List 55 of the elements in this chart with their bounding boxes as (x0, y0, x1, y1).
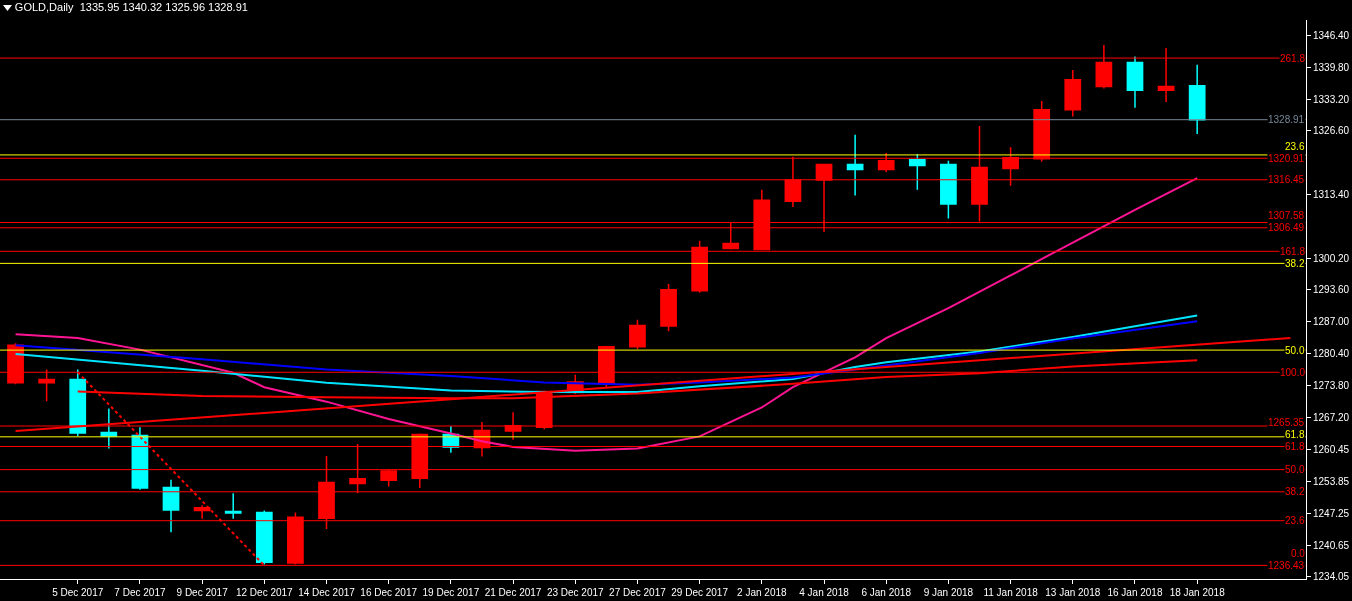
x-tick-label: 7 Dec 2017 (114, 587, 166, 598)
x-tick-label: 12 Dec 2017 (235, 587, 294, 598)
x-tick-label: 29 Dec 2017 (671, 587, 729, 598)
annotation: 50.0 (1285, 464, 1305, 475)
annotation: 100.0 (1280, 367, 1306, 378)
annotation: 261.8 (1280, 53, 1306, 64)
y-tick-label: 1287.00 (1313, 316, 1350, 328)
chart-title: GOLD,Daily 1335.95 1340.32 1325.96 1328.91 (14, 0, 248, 13)
ref-line-label: 1316.45 (1268, 174, 1305, 185)
x-tick-label: 2 Jan 2018 (737, 587, 788, 598)
y-tick-label: 1346.40 (1313, 29, 1350, 41)
y-tick-label: 1260.45 (1313, 444, 1350, 456)
x-tick-label: 23 Dec 2017 (546, 587, 605, 598)
x-tick-label: 21 Dec 2017 (484, 587, 542, 598)
annotation: 23.6 (1285, 141, 1305, 152)
x-tick-label: 14 Dec 2017 (298, 587, 356, 598)
y-tick-label: 1253.85 (1313, 475, 1350, 487)
x-tick-label: 13 Jan 2018 (1045, 587, 1101, 598)
x-tick-label: 4 Jan 2018 (799, 587, 850, 598)
annotation: 23.6 (1285, 515, 1305, 526)
x-tick-label: 9 Dec 2017 (176, 587, 229, 598)
x-tick-label: 16 Dec 2017 (360, 587, 418, 598)
annotation: 0.0 (1291, 548, 1306, 559)
y-tick-label: 1300.20 (1313, 252, 1350, 264)
x-tick-label: 19 Dec 2017 (422, 587, 480, 598)
ref-line-label: 1265.35 (1268, 417, 1305, 428)
y-tick-label: 1313.40 (1313, 188, 1350, 200)
y-tick-label: 1273.80 (1313, 379, 1350, 391)
annotation: 50.0 (1285, 345, 1305, 356)
y-tick-label: 1234.05 (1313, 571, 1350, 583)
y-tick-label: 1267.20 (1313, 411, 1350, 423)
y-tick-label: 1339.80 (1313, 61, 1350, 73)
y-tick-label: 1326.60 (1313, 125, 1350, 137)
annotation: 38.2 (1285, 486, 1305, 497)
x-tick-label: 9 Jan 2018 (923, 587, 974, 598)
x-tick-label: 5 Dec 2017 (52, 587, 104, 598)
x-tick-label: 11 Jan 2018 (983, 587, 1039, 598)
y-tick-label: 1247.25 (1313, 507, 1350, 519)
ref-line-label: 1320.91 (1268, 153, 1305, 164)
y-tick-label: 1293.60 (1313, 284, 1350, 296)
annotation: 61.8 (1285, 441, 1305, 452)
y-tick-label: 1333.20 (1313, 93, 1350, 105)
x-tick-label: 6 Jan 2018 (861, 587, 912, 598)
ref-line-label: 1307.58 (1268, 210, 1305, 221)
y-tick-label: 1240.65 (1313, 539, 1350, 551)
y-tick-label: 1280.40 (1313, 347, 1350, 359)
annotation: 161.8 (1280, 246, 1306, 257)
ref-line-label: 1236.43 (1268, 560, 1305, 571)
annotation: 61.8 (1285, 429, 1305, 440)
annotation: 38.2 (1285, 258, 1305, 269)
x-tick-label: 16 Jan 2018 (1107, 587, 1163, 598)
ref-line-label: 1328.91 (1268, 114, 1305, 125)
x-tick-label: 18 Jan 2018 (1169, 587, 1226, 598)
ref-line-label: 1306.49 (1268, 222, 1305, 233)
x-tick-label: 27 Dec 2017 (609, 587, 667, 598)
